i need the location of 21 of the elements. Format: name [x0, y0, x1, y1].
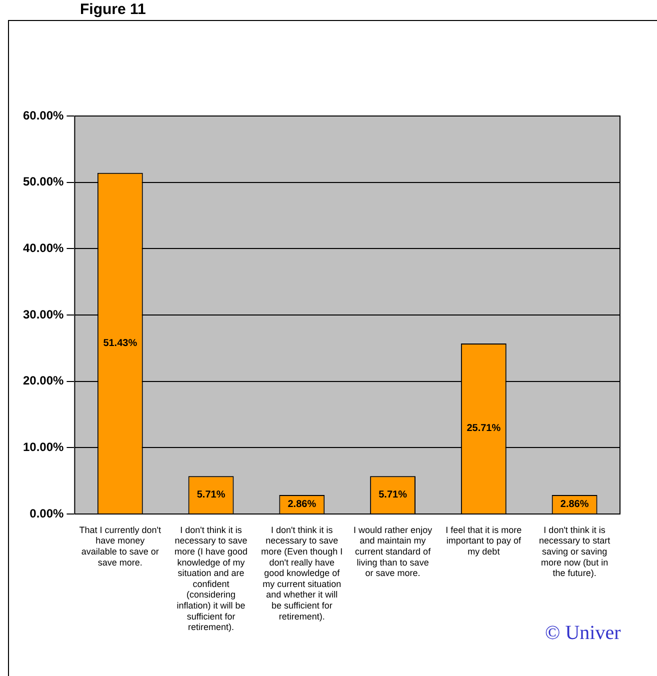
y-tick-label: 10.00%	[22, 440, 64, 454]
data-label: 25.71%	[466, 423, 501, 434]
data-label: 5.71%	[378, 490, 408, 501]
y-tick-label: 40.00%	[22, 240, 64, 255]
text: © Univer	[545, 622, 621, 645]
y-tick-label: 20.00%	[22, 374, 64, 388]
chart-title: Figure 11	[80, 1, 146, 18]
category-label: I don't think it is necessary to save more (Even though I don't really have good knowledge of my current situation and whether it will be sufficient for retirement).	[261, 524, 343, 622]
y-tick-label: 0.00%	[30, 506, 64, 520]
x-tick-label: That I currently don't have money available to save or save more.	[79, 524, 162, 568]
x-tick-label: I feel that it is more important to pay of my debt	[446, 524, 522, 556]
y-tick-label: 30.00%	[22, 307, 64, 322]
data-label: 51.43%	[103, 338, 138, 349]
category-label: I don't think it is necessary to save more (I have good knowledge of my situation and are confident (considering inflation) it will be sufficient for retirement).	[174, 524, 248, 632]
y-tick-label: 60.00%	[22, 108, 64, 122]
data-label: 5.71%	[196, 490, 226, 501]
x-tick-label: I would rather enjoy and maintain my current standard of living than to save or save more.	[354, 524, 433, 578]
y-tick-label: 50.00%	[22, 174, 64, 189]
data-label: 2.86%	[288, 499, 316, 510]
data-label: 2.86%	[560, 499, 589, 510]
x-tick-label: I don't think it is necessary to start saving or saving more now (but in the future).	[539, 524, 611, 578]
